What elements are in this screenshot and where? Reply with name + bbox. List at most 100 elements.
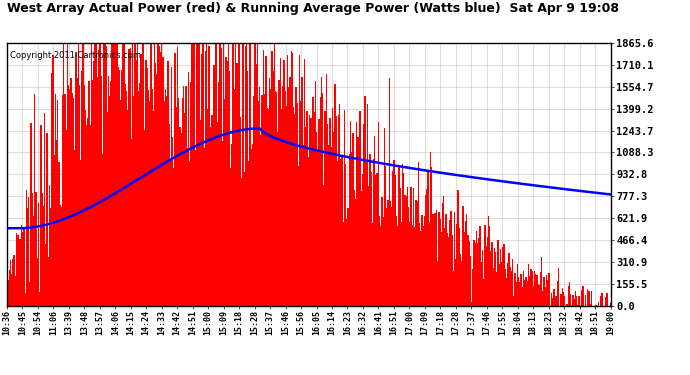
Bar (375, 175, 377, 306)
Bar (22, 232, 23, 306)
Bar (480, 226, 481, 306)
Bar (287, 55, 288, 306)
Bar (196, 43, 197, 306)
Bar (464, 232, 465, 306)
Bar (279, 58, 281, 306)
Bar (204, 148, 205, 306)
Bar (61, 207, 62, 306)
Bar (179, 127, 181, 306)
Bar (315, 81, 316, 306)
Bar (151, 89, 152, 306)
Bar (465, 221, 466, 306)
Bar (72, 99, 74, 306)
Bar (275, 91, 276, 306)
Bar (120, 100, 121, 306)
Bar (194, 43, 195, 306)
Bar (355, 199, 356, 306)
Bar (210, 115, 212, 306)
Bar (496, 272, 497, 306)
Bar (155, 63, 157, 306)
Bar (218, 82, 219, 306)
Bar (511, 271, 512, 306)
Bar (397, 226, 398, 306)
Bar (184, 113, 186, 306)
Bar (377, 173, 378, 306)
Bar (69, 88, 70, 306)
Bar (234, 89, 235, 306)
Bar (509, 253, 510, 306)
Bar (552, 298, 553, 306)
Bar (535, 274, 536, 306)
Bar (104, 43, 106, 306)
Bar (21, 225, 22, 306)
Bar (34, 94, 35, 306)
Bar (467, 235, 469, 306)
Bar (395, 176, 396, 306)
Bar (70, 78, 72, 306)
Bar (208, 46, 210, 306)
Bar (576, 296, 578, 306)
Bar (95, 43, 96, 306)
Bar (75, 52, 77, 306)
Bar (602, 293, 603, 306)
Bar (82, 43, 84, 306)
Bar (588, 291, 589, 306)
Bar (64, 94, 66, 306)
Bar (270, 89, 271, 306)
Bar (499, 264, 500, 306)
Bar (554, 296, 555, 306)
Bar (538, 284, 539, 306)
Bar (271, 51, 273, 306)
Bar (139, 83, 141, 306)
Bar (540, 272, 541, 306)
Bar (541, 257, 542, 306)
Bar (513, 296, 515, 306)
Bar (457, 190, 459, 306)
Bar (114, 43, 115, 306)
Bar (223, 43, 224, 306)
Bar (514, 273, 516, 306)
Bar (595, 305, 597, 306)
Bar (72, 93, 73, 306)
Bar (224, 99, 226, 306)
Bar (119, 70, 120, 306)
Bar (333, 132, 334, 306)
Bar (250, 149, 252, 306)
Bar (404, 195, 406, 306)
Bar (449, 220, 451, 306)
Bar (162, 57, 164, 306)
Bar (414, 227, 415, 306)
Bar (260, 135, 262, 306)
Bar (28, 197, 30, 306)
Bar (175, 106, 177, 306)
Bar (202, 43, 204, 306)
Bar (571, 305, 573, 306)
Bar (26, 190, 27, 306)
Bar (326, 74, 327, 306)
Bar (235, 43, 236, 306)
Bar (318, 119, 319, 306)
Bar (41, 194, 43, 306)
Bar (175, 53, 176, 306)
Bar (337, 160, 338, 306)
Bar (146, 60, 147, 306)
Bar (501, 262, 502, 306)
Bar (93, 61, 95, 306)
Bar (518, 276, 520, 306)
Bar (411, 225, 413, 306)
Bar (300, 100, 302, 306)
Bar (137, 43, 138, 306)
Bar (77, 43, 79, 306)
Bar (426, 189, 428, 306)
Bar (143, 43, 144, 306)
Bar (207, 109, 208, 306)
Bar (544, 277, 545, 306)
Bar (299, 56, 300, 306)
Bar (316, 132, 317, 306)
Bar (353, 190, 355, 306)
Bar (406, 196, 407, 306)
Bar (408, 207, 409, 306)
Bar (16, 233, 17, 306)
Bar (393, 160, 395, 306)
Bar (215, 43, 217, 306)
